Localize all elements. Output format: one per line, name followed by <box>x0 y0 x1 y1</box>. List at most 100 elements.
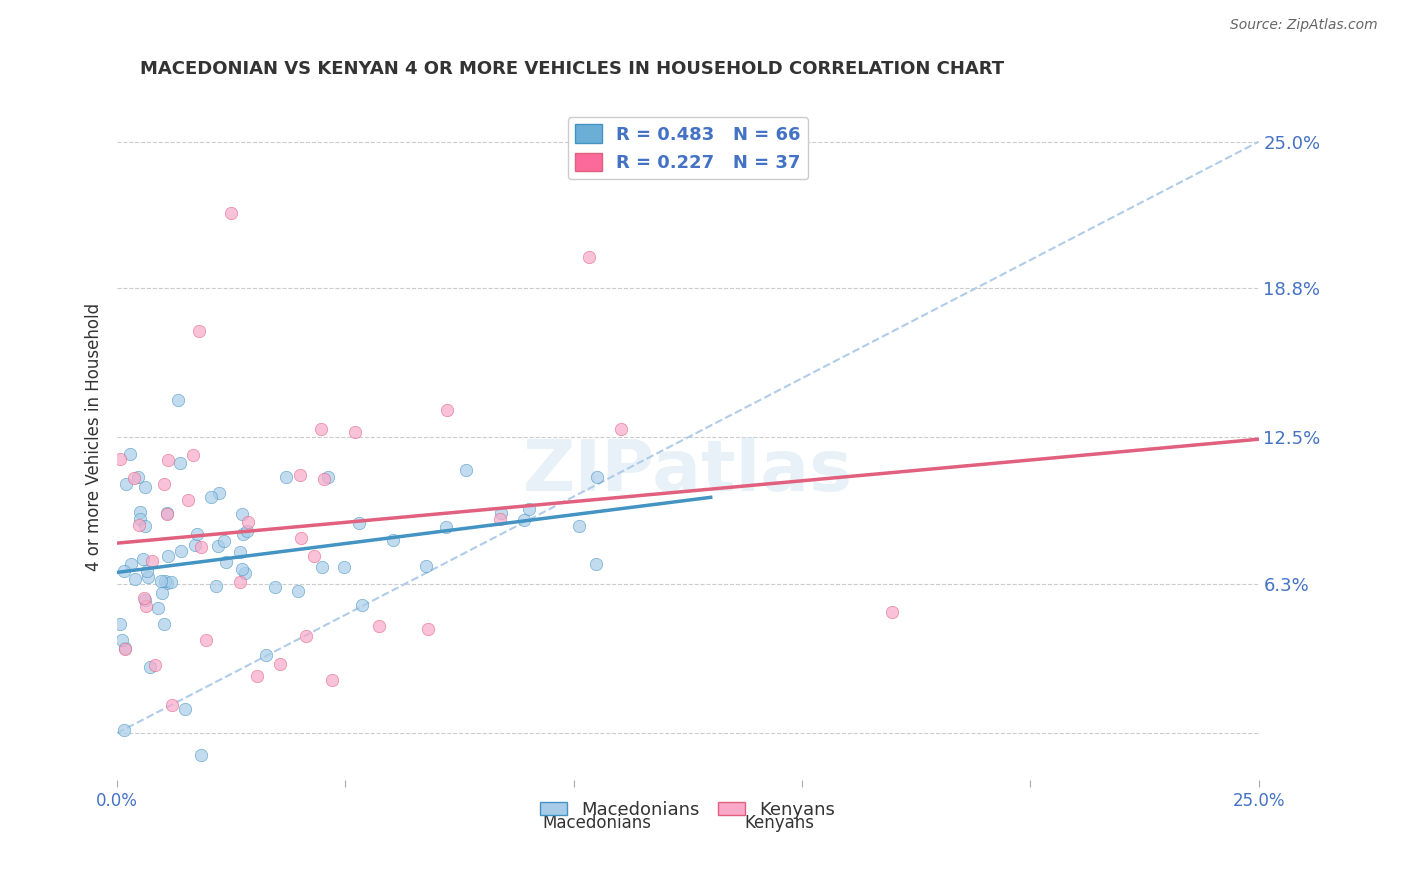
Point <box>114 642 136 657</box>
Point <box>246 668 269 682</box>
Point <box>585 558 607 572</box>
Point <box>156 576 179 591</box>
Point <box>274 470 297 484</box>
Point <box>586 469 609 483</box>
Text: Source: ZipAtlas.com: Source: ZipAtlas.com <box>1230 18 1378 32</box>
Point <box>139 660 162 674</box>
Point <box>111 632 134 647</box>
Point <box>112 723 135 738</box>
Point <box>229 545 252 559</box>
Point <box>236 524 259 538</box>
Point <box>134 591 156 606</box>
Point <box>170 544 193 558</box>
Point <box>434 520 457 534</box>
Point <box>208 485 231 500</box>
Point <box>312 472 335 486</box>
Point <box>153 574 176 588</box>
Point <box>153 617 176 632</box>
Point <box>143 657 166 672</box>
Point <box>153 477 176 491</box>
Point <box>205 579 228 593</box>
Point <box>156 507 179 521</box>
Point <box>188 324 211 338</box>
Point <box>157 549 180 564</box>
Text: MACEDONIAN VS KENYAN 4 OR MORE VEHICLES IN HOUSEHOLD CORRELATION CHART: MACEDONIAN VS KENYAN 4 OR MORE VEHICLES … <box>141 60 1004 78</box>
Point <box>132 552 155 566</box>
Point <box>269 657 291 672</box>
Point <box>415 559 437 574</box>
Point <box>316 469 339 483</box>
Point <box>124 471 146 485</box>
Point <box>195 633 218 648</box>
Point <box>436 402 458 417</box>
Point <box>183 448 205 462</box>
Point <box>214 555 236 569</box>
Point <box>169 457 191 471</box>
Point <box>141 554 163 568</box>
Point <box>568 518 591 533</box>
Point <box>238 515 260 529</box>
Point <box>344 425 367 440</box>
Point <box>347 516 370 530</box>
Point <box>214 534 236 549</box>
Point <box>513 512 536 526</box>
Point <box>287 584 309 599</box>
Point <box>489 512 512 526</box>
Point <box>519 501 541 516</box>
Point <box>136 570 159 584</box>
Point <box>190 540 212 554</box>
Point <box>231 562 253 576</box>
Point <box>110 451 132 466</box>
Point <box>112 564 135 578</box>
Point <box>150 586 173 600</box>
Point <box>115 476 138 491</box>
Point <box>129 505 152 519</box>
Text: Kenyans: Kenyans <box>744 814 814 832</box>
Point <box>177 493 200 508</box>
Point <box>148 601 170 615</box>
Point <box>156 453 179 467</box>
Point <box>302 549 325 563</box>
Point <box>456 462 478 476</box>
Legend: Macedonians, Kenyans: Macedonians, Kenyans <box>533 794 842 826</box>
Point <box>128 518 150 533</box>
Text: Macedonians: Macedonians <box>543 814 651 832</box>
Point <box>311 559 333 574</box>
Point <box>882 605 904 619</box>
Point <box>233 566 256 580</box>
Point <box>232 527 254 541</box>
Point <box>114 641 136 656</box>
Point <box>166 393 188 408</box>
Point <box>129 512 152 526</box>
Point <box>186 526 208 541</box>
Point <box>134 519 156 533</box>
Point <box>229 575 252 590</box>
Point <box>295 629 318 643</box>
Point <box>350 598 373 612</box>
Point <box>127 469 149 483</box>
Point <box>200 491 222 505</box>
Point <box>231 508 253 522</box>
Point <box>290 531 312 545</box>
Point <box>221 205 243 219</box>
Point <box>190 747 212 762</box>
Point <box>264 580 287 594</box>
Point <box>309 422 332 436</box>
Point <box>160 698 183 712</box>
Point <box>207 539 229 553</box>
Point <box>135 599 157 614</box>
Point <box>118 447 141 461</box>
Point <box>120 557 142 571</box>
Point <box>332 559 354 574</box>
Point <box>368 619 391 633</box>
Point <box>183 538 205 552</box>
Point <box>124 573 146 587</box>
Point <box>610 421 633 435</box>
Point <box>149 574 172 589</box>
Point <box>156 506 179 520</box>
Point <box>491 506 513 520</box>
Point <box>160 575 183 590</box>
Y-axis label: 4 or more Vehicles in Household: 4 or more Vehicles in Household <box>86 303 103 572</box>
Point <box>136 564 159 578</box>
Point <box>254 648 277 663</box>
